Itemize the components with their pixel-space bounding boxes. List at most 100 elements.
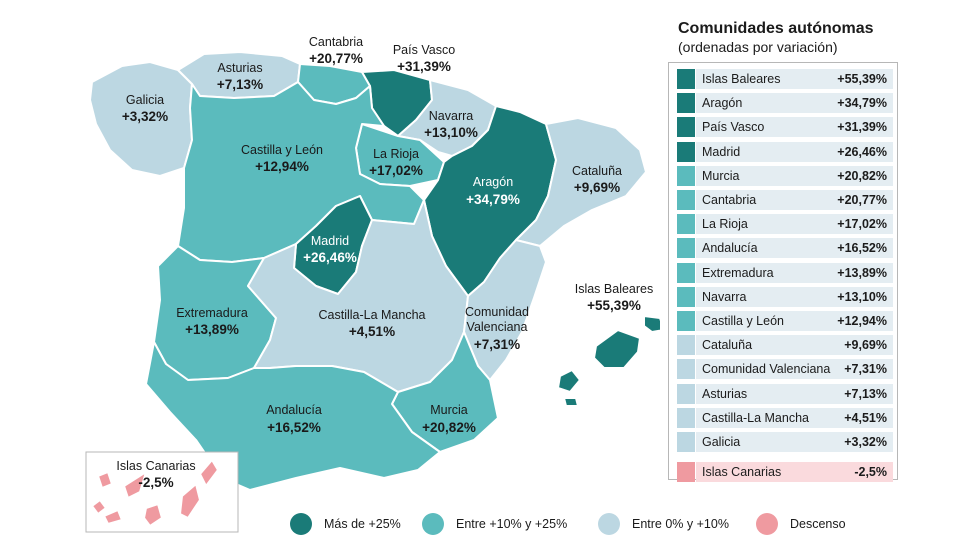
ranking-row-band: [696, 262, 893, 283]
ranking-row: Islas Canarias -2,5%: [676, 462, 893, 483]
ranking-region-value: +17,02%: [837, 217, 887, 232]
region-canarias-island: [123, 471, 147, 499]
ranking-row: La Rioja +17,02%: [676, 214, 893, 235]
label-andalucia-name: Andalucía: [266, 403, 322, 417]
label-castilla-mancha-name: Castilla-La Mancha: [319, 308, 426, 322]
ranking-region-value: +7,13%: [844, 386, 887, 401]
ranking-region-value: +12,94%: [837, 314, 887, 328]
ranking-row: Navarra +13,10%: [676, 286, 893, 307]
label-castilla-mancha-value: +4,51%: [349, 324, 395, 339]
region-baleares-ibiza: [557, 369, 581, 393]
ranking-region-name: La Rioja: [702, 217, 748, 232]
ranking-region-name: País Vasco: [702, 120, 765, 135]
ranking-region-name: Aragón: [702, 96, 743, 111]
legend-label: Entre 0% y +10%: [632, 517, 729, 531]
ranking-region-value: +13,89%: [837, 265, 887, 280]
label-baleares-name: Islas Baleares: [575, 282, 654, 296]
ranking-row-band: [696, 407, 893, 428]
label-murcia-value: +20,82%: [422, 420, 476, 435]
ranking-color-swatch: [677, 190, 695, 210]
ranking-color-swatch: [677, 117, 695, 138]
ranking-row: Aragón +34,79%: [676, 93, 893, 114]
ranking-region-name: Madrid: [702, 144, 741, 159]
region-canarias-island: [143, 503, 163, 527]
ranking-region-value: +9,69%: [844, 338, 887, 353]
panel-title: Comunidades autónomas: [678, 20, 874, 37]
region-canarias-island: [91, 499, 107, 515]
ranking-row: Comunidad Valenciana +7,31%: [676, 359, 893, 380]
ranking-region-value: -2,5%: [854, 465, 887, 480]
ranking-color-swatch: [677, 383, 695, 404]
label-andalucia-value: +16,52%: [267, 420, 321, 435]
ranking-row-band: [696, 93, 893, 114]
ranking-region-value: +55,39%: [837, 72, 887, 86]
ranking-row: Madrid +26,46%: [676, 141, 893, 162]
ranking-region-value: +3,32%: [844, 435, 887, 449]
region-baleares-mallorca: [593, 329, 641, 369]
ranking-color-swatch: [677, 432, 695, 452]
ranking-color-swatch: [677, 141, 695, 162]
label-pais-vasco-value: +31,39%: [397, 59, 451, 74]
ranking-row-band: [696, 214, 893, 235]
ranking-region-name: Castilla y León: [702, 314, 784, 328]
label-valenciana-name-1: Comunidad: [465, 305, 529, 319]
region-baleares-formentera: [563, 397, 579, 407]
ranking-row-band: [696, 432, 893, 452]
label-la-rioja-value: +17,02%: [369, 163, 423, 178]
ranking-region-value: +34,79%: [837, 96, 887, 111]
ranking-region-name: Asturias: [702, 386, 748, 401]
ranking-color-swatch: [677, 311, 695, 331]
ranking-row: Islas Baleares +55,39%: [676, 69, 893, 89]
ranking-row: País Vasco +31,39%: [676, 117, 893, 138]
ranking-list: Islas Baleares +55,39% Aragón +34,79% País V…: [668, 62, 898, 483]
ranking-region-name: Extremadura: [702, 265, 774, 280]
ranking-region-value: +16,52%: [837, 241, 887, 256]
ranking-color-swatch: [677, 359, 695, 380]
ranking-region-name: Islas Canarias: [702, 465, 782, 480]
ranking-row: Galicia +3,32%: [676, 432, 893, 452]
region-canarias-island: [179, 483, 201, 519]
label-la-rioja-name: La Rioja: [373, 147, 419, 161]
spain-choropleth-map: Galicia +3,32% Asturias +7,13% Cantabria…: [85, 35, 660, 533]
ranking-region-value: +26,46%: [837, 144, 887, 159]
label-murcia-name: Murcia: [430, 403, 468, 417]
ranking-row: Murcia +20,82%: [676, 165, 893, 186]
ranking-region-value: +20,82%: [837, 168, 887, 183]
region-canarias-island: [199, 459, 219, 487]
ranking-color-swatch: [677, 93, 695, 114]
panel-subtitle: (ordenadas por variación): [678, 39, 838, 55]
label-asturias-name: Asturias: [217, 61, 262, 75]
ranking-row: Cantabria +20,77%: [676, 190, 893, 210]
ranking-region-value: +20,77%: [837, 193, 887, 207]
region-baleares-menorca: [643, 315, 660, 333]
label-aragon-name: Aragón: [473, 175, 513, 189]
ranking-row: Castilla y León +12,94%: [676, 311, 893, 331]
legend-color-dot: [598, 513, 620, 535]
label-galicia-name: Galicia: [126, 93, 164, 107]
ranking-row-band: [696, 165, 893, 186]
ranking-region-name: Cantabria: [702, 193, 757, 207]
label-canarias-value: -2,5%: [138, 475, 173, 490]
ranking-row-band: [696, 311, 893, 331]
label-madrid-name: Madrid: [311, 234, 349, 248]
label-asturias-value: +7,13%: [217, 77, 263, 92]
label-galicia-value: +3,32%: [122, 109, 168, 124]
region-canarias-island: [103, 509, 123, 525]
label-baleares-value: +55,39%: [587, 298, 641, 313]
legend-label: Descenso: [790, 517, 846, 531]
label-castilla-leon-name: Castilla y León: [241, 143, 323, 157]
ranking-color-swatch: [677, 165, 695, 186]
label-navarra-name: Navarra: [429, 109, 474, 123]
ranking-row-band: [696, 117, 893, 138]
label-pais-vasco-name: País Vasco: [393, 43, 455, 57]
label-extremadura-name: Extremadura: [176, 306, 248, 320]
ranking-region-name: Murcia: [702, 168, 740, 183]
label-extremadura-value: +13,89%: [185, 322, 239, 337]
legend-color-dot: [756, 513, 778, 535]
ranking-row: Andalucía +16,52%: [676, 238, 893, 259]
region-navarra: [397, 79, 497, 157]
ranking-region-name: Comunidad Valenciana: [702, 362, 831, 377]
map-legend: Más de +25% Entre +10% y +25% Entre 0% y +…: [290, 512, 890, 538]
ranking-color-swatch: [677, 462, 695, 483]
legend-label: Más de +25%: [324, 517, 401, 531]
